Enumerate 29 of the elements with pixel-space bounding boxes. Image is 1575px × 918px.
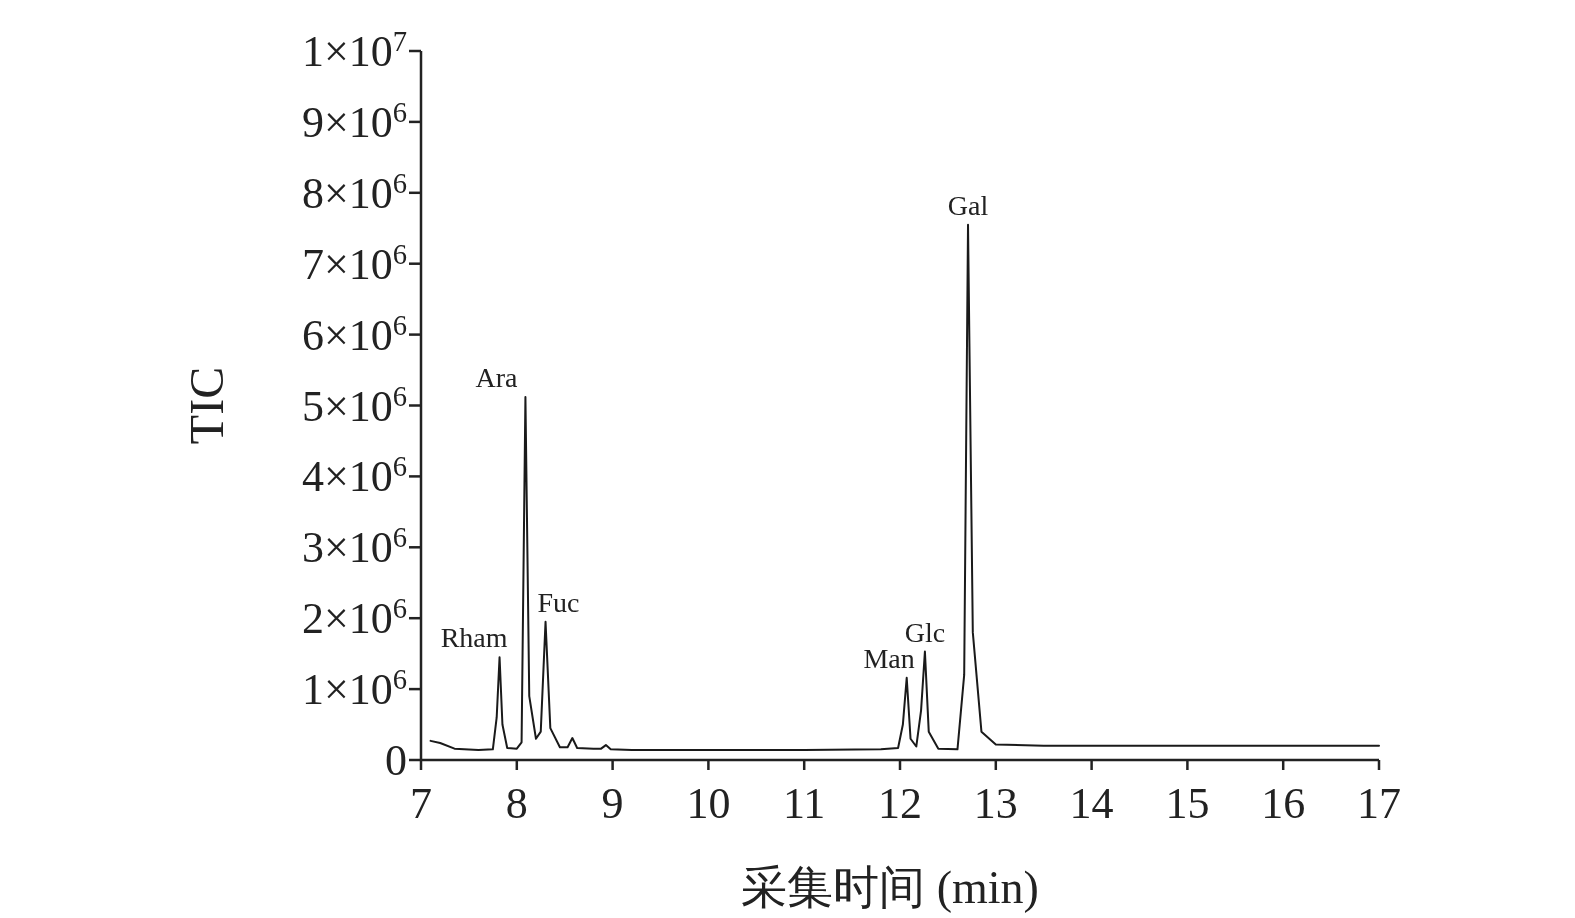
x-tick-label: 10 xyxy=(686,779,731,828)
annotation: Fuc xyxy=(537,586,580,618)
y-tick-label: 1×10$^{7}$ xyxy=(301,25,407,76)
y-tick-label: 4×10$^{6}$ xyxy=(301,450,407,502)
y-tick-label: 8×10$^{6}$ xyxy=(301,167,407,218)
x-tick-label: 9 xyxy=(601,779,624,828)
annotation: Ara xyxy=(475,361,518,393)
x-tick-label: 15 xyxy=(1165,779,1210,828)
y-tick-label: 6×10$^{6}$ xyxy=(301,309,407,360)
y-tick-label: 1×10$^{6}$ xyxy=(301,663,407,715)
x-tick-label: 7 xyxy=(410,779,432,828)
y-tick-label: 7×10$^{6}$ xyxy=(301,238,407,289)
y-tick-label: 2×10$^{6}$ xyxy=(301,592,407,644)
x-tick-label: 11 xyxy=(783,779,826,828)
x-tick-label: 14 xyxy=(1069,779,1114,828)
x-tick-label: 12 xyxy=(878,779,922,828)
x-tick-label: 8 xyxy=(505,779,528,828)
annotation: Gal xyxy=(947,189,989,221)
x-tick-label: 17 xyxy=(1357,779,1401,828)
x-axis-title: 采集时间 (min) xyxy=(741,862,1039,913)
x-tick-label: 16 xyxy=(1261,779,1306,828)
y-tick-label: 0 xyxy=(385,736,407,785)
y-tick-label: 9×10$^{6}$ xyxy=(301,96,407,147)
y-tick-label: 3×10$^{6}$ xyxy=(301,521,407,573)
y-tick-label: 5×10$^{6}$ xyxy=(301,380,407,431)
y-axis-title: TIC xyxy=(180,366,233,445)
line-series xyxy=(429,223,1380,752)
x-tick-label: 13 xyxy=(973,779,1018,828)
annotation: Rham xyxy=(440,622,508,654)
